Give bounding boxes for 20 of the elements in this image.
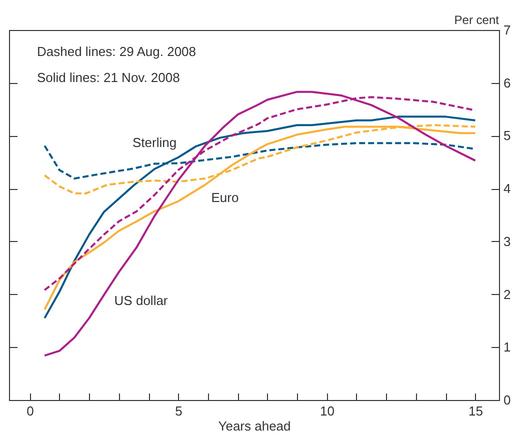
y-tick-label: 5 [504, 128, 511, 144]
series-label: US dollar [114, 292, 168, 308]
line-series [44, 90, 476, 357]
y-tick-label: 6 [504, 75, 511, 90]
x-tick-label: 0 [26, 404, 34, 418]
x-axis-title: Years ahead [218, 418, 291, 434]
y-tick-label: 4 [504, 181, 511, 196]
series-label: Euro [211, 190, 239, 205]
y-tick-label: 7 [504, 22, 511, 38]
y-axis-title: Per cent [454, 13, 500, 27]
x-tick-label: 5 [175, 404, 182, 418]
x-tick-label: 15 [468, 404, 483, 418]
series-label: Sterling [132, 135, 177, 150]
annotation: Dashed lines: 29 Aug. 2008 [37, 44, 196, 59]
y-tick-label: 1 [504, 340, 511, 355]
y-tick-label: 2 [504, 286, 511, 302]
y-tick-label: 0 [504, 392, 511, 408]
x-tick-label: 10 [320, 404, 334, 418]
annotation: Solid lines: 21 Nov. 2008 [37, 70, 180, 85]
y-tick-label: 3 [504, 234, 511, 249]
